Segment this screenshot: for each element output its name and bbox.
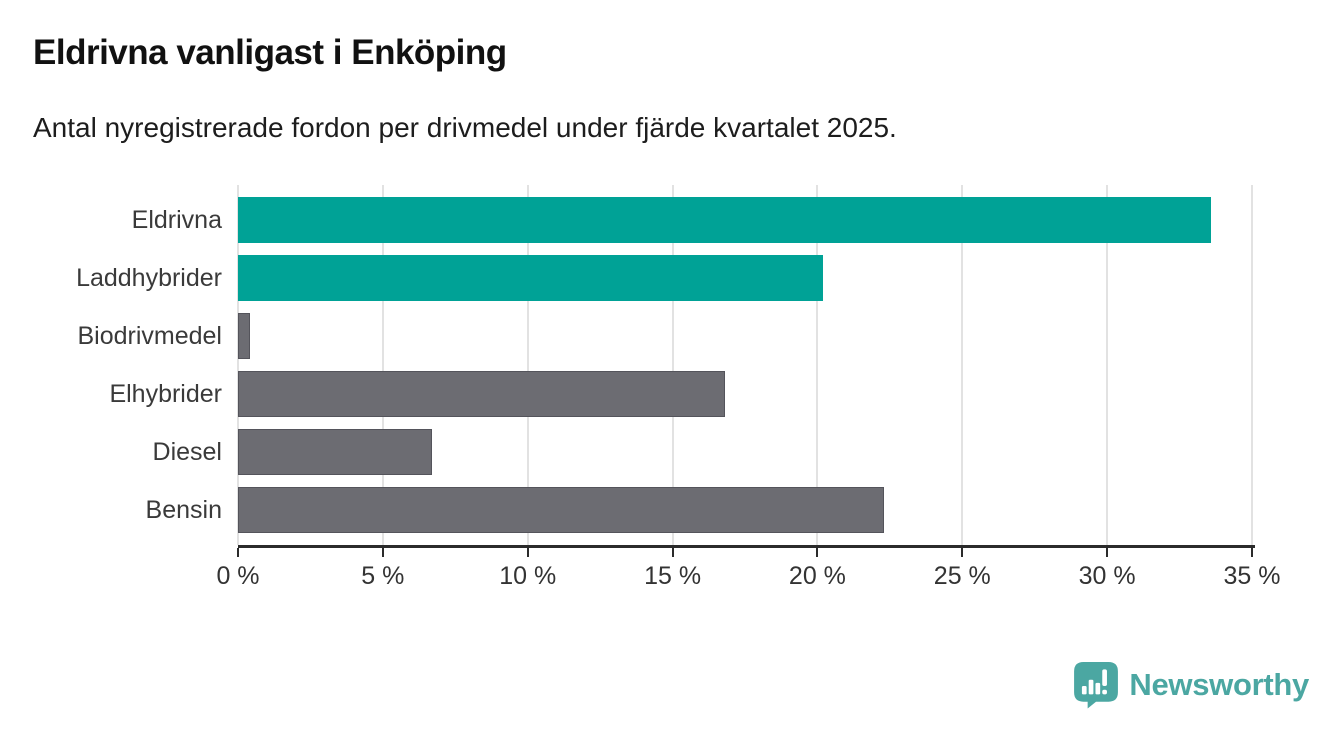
category-label: Diesel bbox=[152, 437, 222, 466]
bar-track bbox=[238, 429, 1252, 475]
bar-row: Eldrivna bbox=[0, 185, 1340, 243]
bar-row: Diesel bbox=[0, 417, 1340, 475]
bar-elhybrider bbox=[238, 371, 725, 417]
gridline-30 bbox=[1106, 185, 1109, 545]
tick-mark-30 bbox=[1106, 548, 1109, 557]
gridline-20 bbox=[816, 185, 819, 545]
bar-track bbox=[238, 197, 1252, 243]
tick-label-5: 5 % bbox=[361, 562, 405, 590]
bar-row: Bensin bbox=[0, 475, 1340, 533]
gridline-35 bbox=[1251, 185, 1253, 545]
bar-track bbox=[238, 487, 1252, 533]
tick-label-10: 10 % bbox=[499, 562, 557, 590]
bar-eldrivna bbox=[238, 197, 1212, 243]
bar-rows: Eldrivna Laddhybrider Biodrivmedel Elhybrid… bbox=[0, 185, 1340, 533]
bar-laddhybrider bbox=[238, 255, 824, 301]
category-label: Laddhybrider bbox=[76, 263, 222, 292]
bar-diesel bbox=[238, 429, 433, 475]
tick-label-20: 20 % bbox=[788, 562, 846, 590]
gridline-10 bbox=[526, 185, 529, 545]
tick-mark-15 bbox=[671, 548, 674, 557]
tick-label-15: 15 % bbox=[644, 562, 702, 590]
bar-track bbox=[238, 371, 1252, 417]
tick-label-25: 25 % bbox=[933, 562, 991, 590]
tick-mark-25 bbox=[961, 548, 964, 557]
tick-mark-0 bbox=[237, 548, 239, 557]
category-label: Eldrivna bbox=[131, 205, 222, 234]
newsworthy-wordmark: Newsworthy bbox=[1129, 667, 1309, 702]
x-axis-line bbox=[238, 545, 1255, 548]
bar-track bbox=[238, 255, 1252, 301]
bar-biodrivmedel bbox=[238, 313, 250, 359]
gridline-25 bbox=[961, 185, 964, 545]
gridline-0 bbox=[237, 185, 239, 545]
tick-mark-5 bbox=[381, 548, 384, 557]
gridline-15 bbox=[671, 185, 674, 545]
chart-subtitle: Antal nyregistrerade fordon per drivmede… bbox=[33, 112, 897, 143]
category-label: Biodrivmedel bbox=[77, 321, 222, 350]
tick-mark-10 bbox=[526, 548, 529, 557]
tick-label-30: 30 % bbox=[1078, 562, 1136, 590]
bar-row: Laddhybrider bbox=[0, 243, 1340, 301]
bar-row: Elhybrider bbox=[0, 359, 1340, 417]
bar-chart: Eldrivna Laddhybrider Biodrivmedel Elhybrid… bbox=[0, 185, 1340, 625]
gridline-5 bbox=[381, 185, 384, 545]
newsworthy-logo: Newsworthy bbox=[1073, 661, 1309, 709]
category-label: Bensin bbox=[145, 495, 222, 524]
bar-row: Biodrivmedel bbox=[0, 301, 1340, 359]
x-axis-ticks: 0 % 5 % 10 % 15 % 20 % 25 % 30 % 35 % bbox=[216, 548, 1280, 608]
bar-bensin bbox=[238, 487, 885, 533]
plot-area bbox=[237, 185, 1253, 545]
speech-bubble-bar-chart-icon bbox=[1074, 662, 1119, 709]
category-label: Elhybrider bbox=[109, 379, 222, 408]
tick-label-0: 0 % bbox=[216, 562, 260, 590]
chart-title: Eldrivna vanligast i Enköping bbox=[33, 33, 507, 72]
bar-track bbox=[238, 313, 1252, 359]
tick-mark-35 bbox=[1251, 548, 1253, 557]
tick-label-35: 35 % bbox=[1223, 562, 1281, 590]
tick-mark-20 bbox=[816, 548, 819, 557]
